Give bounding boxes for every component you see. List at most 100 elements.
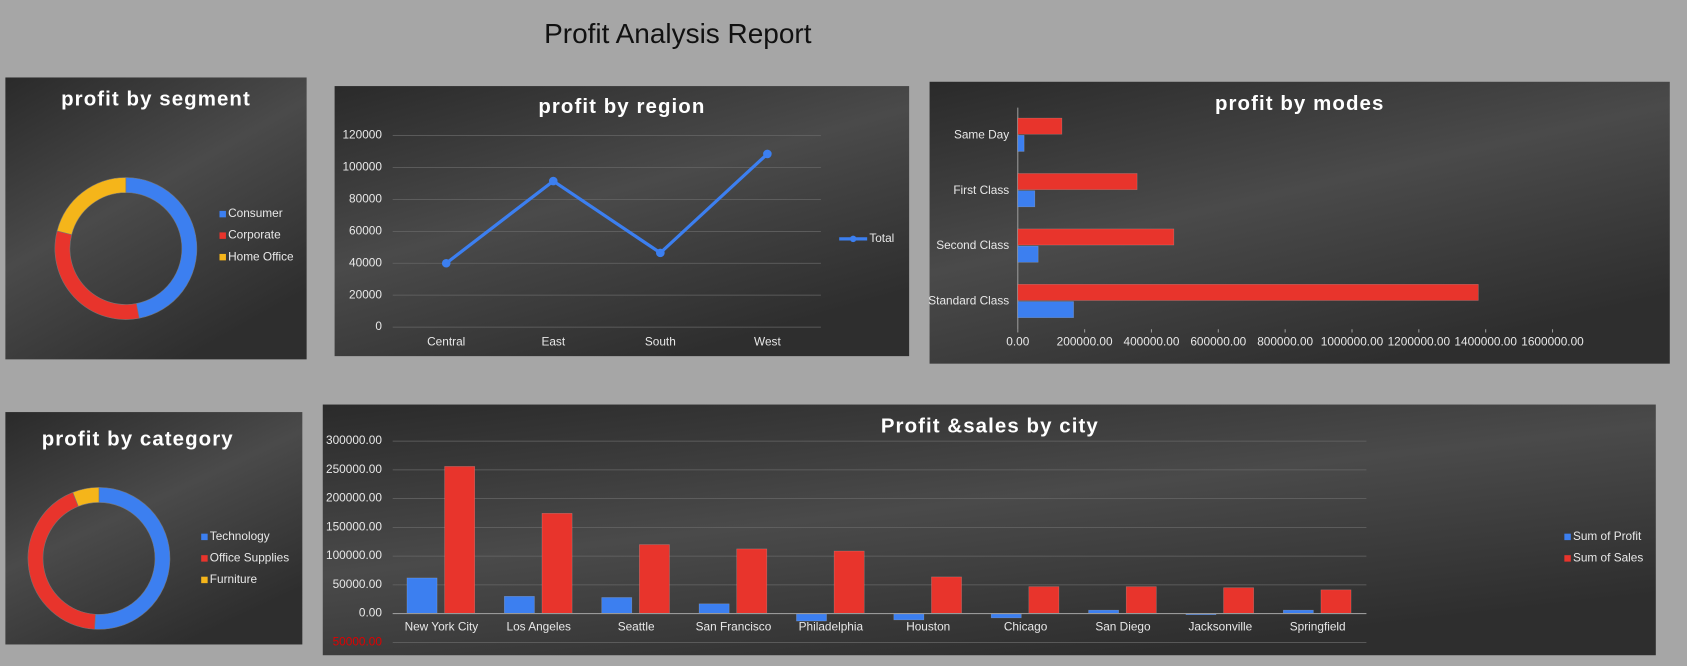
x-tick-label: 1400000.00: [1454, 334, 1517, 348]
donut-slice: [72, 487, 100, 507]
x-tick-label: South: [645, 334, 676, 348]
y-tick-label: Same Day: [954, 127, 1009, 141]
panel: [322, 404, 1656, 656]
x-tick-label: 1600000.00: [1521, 334, 1584, 348]
bar: [931, 576, 962, 614]
x-tick-label: 200000.00: [1057, 334, 1113, 348]
bar: [1320, 589, 1352, 614]
bar: [1017, 228, 1175, 246]
bar: [1017, 135, 1025, 152]
legend-label: Total: [869, 231, 894, 245]
y-tick-label: Second Class: [936, 238, 1009, 252]
chart-title: profit by region: [538, 95, 705, 118]
bar: [1017, 245, 1039, 263]
x-tick-label: Seattle: [618, 620, 655, 634]
y-tick-label: 150000.00: [326, 519, 382, 533]
bar: [406, 577, 438, 614]
bar: [833, 550, 865, 614]
legend-marker: [849, 235, 857, 243]
y-tick-label: 100000.00: [326, 548, 382, 562]
bar: [1017, 190, 1036, 208]
bar: [990, 613, 1022, 619]
legend-swatch: [201, 533, 208, 541]
legend-label: Technology: [210, 529, 270, 543]
x-tick-label: New York City: [405, 620, 479, 634]
bar: [601, 597, 633, 614]
x-tick-label: 400000.00: [1124, 334, 1180, 348]
legend-swatch: [1564, 533, 1571, 541]
x-tick-label: Chicago: [1004, 620, 1048, 634]
x-tick-label: Central: [427, 334, 465, 348]
x-tick-label: East: [541, 334, 565, 348]
chart-title: profit by category: [42, 427, 234, 450]
bar: [1017, 173, 1138, 190]
y-tick-label: 0: [375, 319, 382, 333]
line-point: [656, 248, 665, 258]
y-tick-label: 20000: [349, 287, 382, 301]
x-tick-label: Springfield: [1290, 620, 1346, 634]
legend-swatch: [1564, 555, 1571, 562]
bar: [504, 596, 535, 614]
legend-label: Office Supplies: [210, 551, 289, 565]
x-tick-label: 1000000.00: [1321, 334, 1384, 348]
chart-title: profit by segment: [61, 87, 251, 110]
y-tick-label: Standard Class: [928, 294, 1009, 308]
chart-title: Profit &sales by city: [881, 415, 1099, 438]
donut-slice: [56, 177, 127, 235]
chart-title: profit by modes: [1215, 92, 1384, 115]
legend-swatch: [219, 253, 226, 261]
bar: [444, 466, 476, 614]
y-tick-label: 300000.00: [326, 433, 382, 447]
line-point: [763, 149, 772, 159]
bar: [698, 603, 730, 614]
y-tick-label: 80000: [349, 192, 382, 206]
x-tick-label: San Diego: [1095, 620, 1151, 634]
legend-label: Corporate: [228, 228, 281, 242]
bar: [1017, 117, 1063, 135]
bar: [1017, 284, 1479, 301]
legend-label: Home Office: [228, 249, 294, 263]
y-tick-label: 120000: [342, 128, 382, 142]
bar: [796, 613, 827, 622]
bar: [1017, 301, 1074, 318]
x-tick-label: San Francisco: [696, 620, 772, 634]
line-point: [548, 176, 558, 186]
y-tick-label: 50000.00: [333, 577, 383, 591]
y-tick-label: 100000: [342, 160, 382, 174]
bar: [1028, 586, 1060, 614]
x-tick-label: Houston: [906, 620, 950, 634]
y-tick-label: 50000.00: [333, 634, 383, 648]
legend-swatch: [201, 576, 208, 584]
legend-label: Consumer: [228, 206, 283, 220]
legend-label: Furniture: [210, 572, 258, 586]
y-tick-label: 200000.00: [326, 491, 382, 505]
x-tick-label: 800000.00: [1257, 334, 1313, 348]
legend-swatch: [219, 232, 226, 239]
y-tick-label: 40000: [349, 255, 382, 269]
page-title: Profit Analysis Report: [544, 18, 812, 49]
x-tick-label: West: [754, 334, 781, 348]
bar: [1125, 586, 1157, 614]
bar: [1223, 587, 1254, 614]
x-tick-label: Los Angeles: [507, 620, 572, 634]
bar: [893, 613, 925, 621]
line-point: [441, 258, 451, 268]
x-tick-label: Philadelphia: [799, 620, 864, 634]
y-tick-label: 250000.00: [326, 462, 382, 476]
line: [445, 152, 769, 265]
y-tick-label: First Class: [953, 183, 1009, 197]
legend-swatch: [201, 555, 208, 562]
y-tick-label: 0.00: [359, 606, 382, 620]
bar: [541, 513, 573, 614]
x-tick-label: 600000.00: [1190, 334, 1246, 348]
y-tick-label: 60000: [349, 223, 382, 237]
legend-label: Sum of Profit: [1573, 529, 1642, 543]
bar: [639, 544, 670, 614]
x-tick-label: Jacksonville: [1188, 620, 1252, 634]
panel: [334, 86, 910, 357]
legend-swatch: [219, 210, 226, 218]
x-tick-label: 0.00: [1006, 334, 1029, 348]
legend-label: Sum of Sales: [1573, 551, 1643, 565]
